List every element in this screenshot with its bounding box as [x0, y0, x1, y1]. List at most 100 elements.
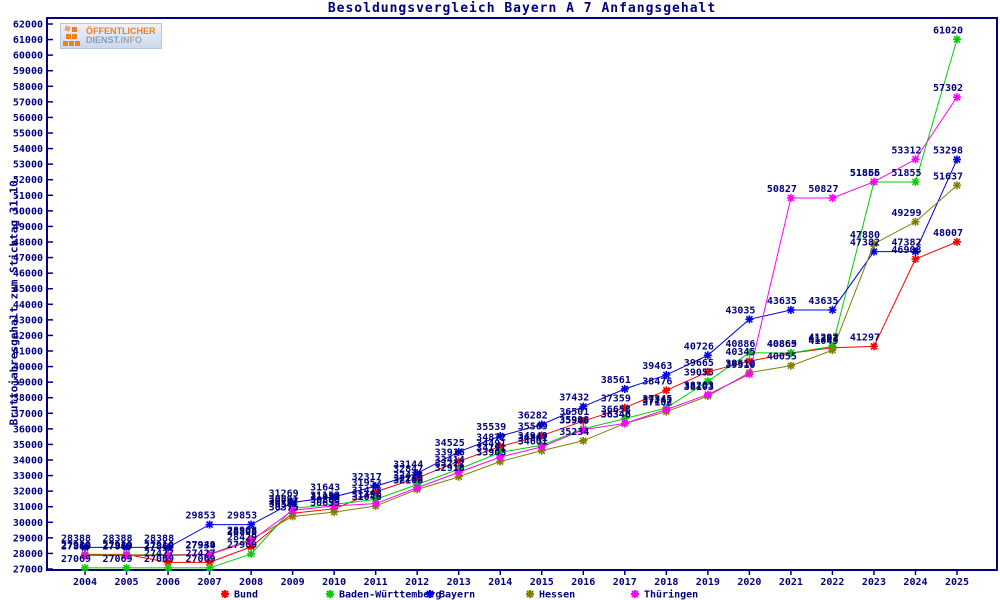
data-point-label: 28429 — [227, 533, 257, 544]
data-point-label: 35998 — [559, 415, 589, 426]
data-point-marker — [81, 551, 89, 560]
data-point-label: 41297 — [808, 332, 838, 343]
plot-border — [46, 17, 998, 571]
data-point-marker — [787, 306, 795, 314]
data-point-label: 27919 — [102, 541, 132, 552]
data-point-label: 40055 — [767, 352, 797, 363]
y-tick-label: 61000 — [13, 35, 43, 46]
data-point-label: 30891 — [269, 494, 299, 505]
y-tick-label: 28000 — [13, 549, 43, 560]
data-point-label: 30865 — [310, 495, 340, 506]
y-tick-label: 49000 — [13, 222, 43, 233]
data-point-label: 28388 — [102, 533, 132, 544]
data-point-label: 36346 — [601, 409, 631, 420]
data-point-label: 36282 — [518, 410, 548, 421]
y-tick-label: 51000 — [13, 191, 43, 202]
data-point-marker — [372, 482, 380, 490]
data-point-label: 27934 — [186, 540, 216, 551]
data-point-label: 29853 — [186, 511, 216, 522]
y-tick-label: 50000 — [13, 206, 43, 217]
data-point-label: 33144 — [393, 459, 423, 470]
data-point-marker — [579, 417, 587, 425]
data-point-label: 35539 — [476, 422, 506, 433]
logo-info: INFO — [120, 35, 143, 45]
data-point-marker — [662, 405, 670, 414]
x-tick-label: 2018 — [654, 577, 678, 588]
data-point-label: 37432 — [559, 393, 589, 404]
data-point-label: 38561 — [601, 375, 631, 386]
y-tick-label: 36000 — [13, 424, 43, 435]
data-point-marker — [330, 493, 338, 501]
y-tick-label: 30000 — [13, 518, 43, 529]
data-point-marker — [579, 426, 587, 434]
series-line-Bayern — [85, 159, 958, 548]
data-point-label: 40886 — [725, 339, 755, 350]
data-point-marker — [164, 543, 172, 551]
data-point-marker — [911, 155, 920, 163]
legend-label-Bayern[interactable]: Bayern — [439, 590, 475, 600]
data-point-label: 39665 — [684, 358, 714, 369]
legend-label-Hessen[interactable]: Hessen — [539, 590, 575, 600]
data-point-label: 27069 — [102, 554, 132, 565]
data-point-marker — [247, 543, 255, 551]
data-point-marker — [911, 178, 920, 186]
data-point-label: 41297 — [850, 332, 880, 343]
data-point-marker — [662, 371, 670, 379]
data-point-marker — [870, 248, 878, 256]
data-point-label: 51866 — [850, 168, 880, 179]
x-tick-label: 2008 — [239, 577, 263, 588]
data-point-marker — [870, 342, 878, 350]
data-point-label: 43635 — [767, 296, 797, 307]
data-point-label: 32218 — [393, 474, 423, 485]
data-point-label: 27939 — [102, 540, 132, 551]
data-point-label: 37102 — [642, 398, 672, 409]
data-point-label: 27069 — [61, 554, 91, 565]
y-tick-label: 37000 — [13, 409, 43, 420]
data-point-marker — [164, 558, 172, 566]
data-point-label: 47880 — [850, 230, 880, 241]
data-point-label: 29853 — [227, 511, 257, 522]
data-point-marker — [704, 390, 712, 399]
data-point-marker — [828, 194, 836, 202]
y-tick-label: 52000 — [13, 175, 43, 186]
data-point-marker — [579, 437, 587, 445]
y-tick-label: 58000 — [13, 82, 43, 93]
data-point-marker — [662, 386, 670, 394]
data-point-marker — [221, 590, 229, 598]
data-point-marker — [496, 453, 504, 461]
x-tick-label: 2019 — [696, 577, 720, 588]
data-point-marker — [164, 551, 172, 560]
legend-label-Bund[interactable]: Bund — [234, 590, 258, 600]
data-point-label: 41207 — [808, 334, 838, 345]
data-point-marker — [745, 315, 753, 323]
data-point-marker — [538, 432, 546, 440]
data-point-label: 40865 — [767, 339, 797, 350]
x-tick-label: 2015 — [530, 577, 554, 588]
y-tick-label: 40000 — [13, 362, 43, 373]
y-tick-label: 54000 — [13, 144, 43, 155]
data-point-label: 40726 — [684, 341, 714, 352]
data-point-label: 31473 — [352, 485, 382, 496]
legend-label-Thüringen[interactable]: Thüringen — [644, 589, 698, 600]
data-point-label: 37242 — [642, 396, 672, 407]
data-point-label: 43035 — [725, 305, 755, 316]
data-point-label: 53312 — [891, 145, 921, 156]
series-line-Thüringen — [85, 96, 958, 556]
data-point-marker — [704, 368, 712, 376]
legend-label-Baden-Württemberg[interactable]: Baden-Württemberg — [339, 590, 441, 600]
data-point-label: 31053 — [310, 492, 340, 503]
data-point-marker — [621, 419, 629, 428]
data-point-marker — [164, 564, 172, 572]
y-tick-label: 43000 — [13, 315, 43, 326]
data-point-marker — [870, 178, 878, 186]
data-point-label: 32428 — [393, 470, 423, 481]
data-point-label: 38103 — [684, 382, 714, 393]
data-point-label: 32108 — [393, 475, 423, 486]
oeffentlicher-dienst-logo[interactable]: ÖFFENTLICHER DIENST.INFO — [60, 23, 162, 49]
data-point-marker — [247, 521, 255, 529]
data-point-marker — [631, 590, 639, 598]
data-point-marker — [828, 306, 836, 314]
data-point-marker — [247, 537, 255, 545]
